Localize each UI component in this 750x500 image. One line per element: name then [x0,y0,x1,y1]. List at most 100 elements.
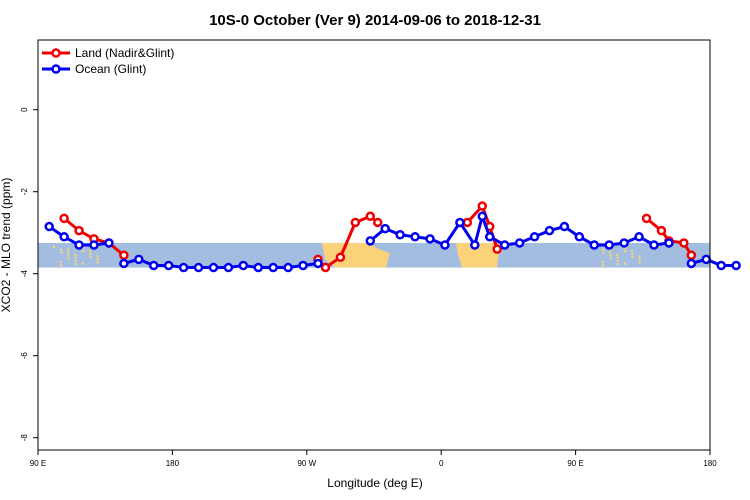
x-tick-label: 90 W [297,459,316,468]
data-point [44,221,54,232]
data-point [731,260,741,271]
legend: Land (Nadir&Glint) Ocean (Glint) [42,46,174,76]
data-point [604,240,614,250]
data-point [253,262,264,273]
island-land [609,251,612,254]
island-land [74,259,77,263]
legend-entry: Land (Nadir&Glint) [75,46,174,60]
y-tick-label: -6 [20,352,29,360]
island-land [631,255,634,259]
island-land [89,255,92,259]
series-line [369,211,670,249]
data-point [238,260,249,271]
data-point [350,217,361,228]
data-point [649,240,659,250]
y-tick-label: -4 [20,270,29,278]
data-point [380,223,390,234]
data-point [656,225,667,236]
data-point [410,232,420,242]
data-point [298,260,308,271]
data-point [365,211,376,222]
series-ocean [44,211,741,273]
data-point [716,260,726,271]
data-point [492,244,502,254]
data-point [559,221,570,232]
y-tick-label: 0 [20,107,29,112]
island-land [67,251,70,254]
africa-land [456,242,500,268]
island-land [601,261,604,264]
y-axis: 0 -2 -4 -6 -8 [20,107,38,441]
data-point [395,230,405,240]
island-land [66,248,70,251]
data-point [178,262,189,273]
data-point [163,260,174,271]
data-point [679,238,689,248]
island-land [59,261,62,264]
data-point [193,262,204,273]
data-point [74,225,84,236]
data-point [529,232,540,242]
island-land [74,253,77,257]
island-land [631,252,634,256]
x-tick-label: 180 [166,459,180,468]
data-point [104,238,114,248]
island-land [96,258,99,261]
data-point [208,262,219,273]
island-land [96,255,99,258]
data-point [335,252,346,263]
series-line [690,257,737,267]
data-point [499,240,510,250]
x-tick-label: 180 [703,459,717,468]
data-point [514,238,525,248]
data-point [59,213,69,224]
island-land [601,248,605,251]
island-land [74,256,77,260]
island-land [88,249,92,253]
island-land [616,259,619,263]
y-axis-label: XCO2 - MLO trend (ppm) [0,178,13,313]
data-point [372,217,383,228]
island-land [638,261,641,264]
island-land [638,258,641,261]
data-point [440,240,450,250]
data-point [223,262,234,273]
data-point [119,250,129,260]
data-point [664,238,674,248]
data-point [634,232,644,242]
data-point [544,225,555,236]
island-land [623,262,626,265]
data-point [701,254,712,265]
data-point [74,240,84,250]
island-land [67,257,70,260]
y-tick-label: -2 [20,188,29,196]
data-point [148,260,159,271]
y-tick-label: -8 [20,434,29,442]
data-point [89,240,99,250]
data-point [365,236,376,246]
data-point [134,254,144,265]
island-land [601,264,605,267]
data-point [477,201,488,211]
data-point [686,258,697,269]
data-point [462,217,473,228]
island-land [59,264,63,267]
data-point [574,232,585,242]
island-land [74,262,78,266]
island-land [89,252,92,256]
data-point [484,232,495,242]
island-land [60,251,63,254]
x-tick-label: 90 E [30,459,46,468]
data-point [589,240,600,250]
chart-title: 10S-0 October (Ver 9) 2014-09-06 to 2018… [209,12,541,29]
island-land [609,257,612,260]
data-point [619,238,629,248]
island-land [52,245,56,249]
data-point [268,262,278,273]
data-point [320,262,331,273]
data-point [425,234,435,244]
data-point [313,258,323,269]
island-land [81,262,85,265]
legend-marker [51,64,61,74]
